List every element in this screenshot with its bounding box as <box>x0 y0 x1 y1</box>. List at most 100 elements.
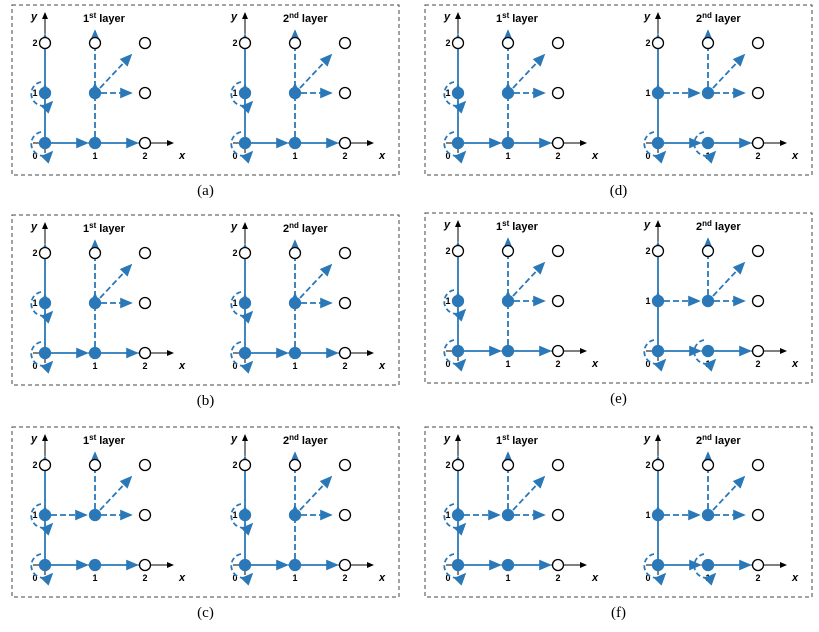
inactive-node <box>551 86 565 100</box>
panel-frame <box>424 4 813 176</box>
active-node <box>501 86 515 100</box>
y-tick-label: 1 <box>645 88 650 98</box>
layer-number: 2 <box>696 435 702 447</box>
y-axis-label: y <box>443 433 451 445</box>
active-node <box>88 296 102 310</box>
active-node <box>38 296 52 310</box>
active-node <box>38 508 52 522</box>
active-node <box>701 86 715 100</box>
panel-frame <box>11 214 400 386</box>
inactive-node <box>551 558 565 572</box>
inactive-node <box>138 346 152 360</box>
layer-number: 1 <box>83 13 89 25</box>
inactive-node <box>288 246 302 260</box>
x-tick-label: 1 <box>505 151 510 161</box>
layer-number: 1 <box>496 13 502 25</box>
edge-arrow <box>299 475 333 511</box>
inactive-node <box>338 458 352 472</box>
x-axis-label: x <box>378 360 386 372</box>
y-tick-label: 1 <box>232 298 237 308</box>
edge-arrow <box>299 263 333 299</box>
inactive-node <box>338 36 352 50</box>
y-axis-label: y <box>230 433 238 445</box>
inactive-node <box>138 458 152 472</box>
inactive-node <box>551 294 565 308</box>
panel-caption: (f) <box>611 605 626 621</box>
inactive-node <box>138 508 152 522</box>
inactive-node <box>501 36 515 50</box>
layer-number: 1 <box>83 223 89 235</box>
active-node <box>451 86 465 100</box>
x-tick-label: 2 <box>342 361 347 371</box>
edge-arrow <box>512 475 546 511</box>
inactive-node <box>751 458 765 472</box>
inactive-node <box>138 558 152 572</box>
y-axis-label: y <box>443 219 451 231</box>
layer-title: 2nd layer <box>696 433 741 447</box>
inactive-node <box>338 136 352 150</box>
active-node <box>651 344 665 358</box>
active-node <box>701 508 715 522</box>
edge-arrow <box>512 261 546 297</box>
edge-arrow <box>712 475 746 511</box>
x-axis-label: x <box>378 572 386 584</box>
active-node <box>651 558 665 572</box>
y-tick-label: 2 <box>32 38 37 48</box>
active-node <box>238 346 252 360</box>
active-node <box>651 86 665 100</box>
inactive-node <box>338 246 352 260</box>
active-node <box>38 86 52 100</box>
inactive-node <box>751 244 765 258</box>
x-axis-label: x <box>591 572 599 584</box>
active-node <box>501 344 515 358</box>
layer-title: 1st layer <box>83 221 126 235</box>
layer-title: 2nd layer <box>283 221 328 235</box>
active-node <box>451 136 465 150</box>
x-tick-label: 1 <box>505 359 510 369</box>
layer-title: 1st layer <box>83 433 126 447</box>
x-tick-label: 1 <box>92 573 97 583</box>
active-node <box>501 136 515 150</box>
x-tick-label: 0 <box>645 359 650 369</box>
inactive-node <box>751 558 765 572</box>
x-tick-label: 1 <box>292 573 297 583</box>
y-axis-label: y <box>30 11 38 23</box>
layer-word: layer <box>715 221 741 233</box>
layer-suffix: st <box>502 433 509 442</box>
layer-suffix: nd <box>702 433 712 442</box>
inactive-node <box>701 244 715 258</box>
x-axis-label: x <box>378 150 386 162</box>
inactive-node <box>551 344 565 358</box>
layer-title: 1st layer <box>496 11 539 25</box>
active-node <box>288 86 302 100</box>
x-tick-label: 2 <box>555 573 560 583</box>
y-tick-label: 2 <box>645 246 650 256</box>
x-axis-label: x <box>791 572 799 584</box>
inactive-node <box>138 86 152 100</box>
y-tick-label: 1 <box>645 296 650 306</box>
layer-word: layer <box>99 13 125 25</box>
y-tick-label: 1 <box>232 510 237 520</box>
panel-caption: (d) <box>610 183 628 199</box>
active-node <box>238 296 252 310</box>
inactive-node <box>451 244 465 258</box>
panel-frame <box>424 426 813 598</box>
layer-number: 2 <box>696 221 702 233</box>
layer-number: 2 <box>696 13 702 25</box>
inactive-node <box>88 458 102 472</box>
x-tick-label: 0 <box>32 573 37 583</box>
y-tick-label: 1 <box>232 88 237 98</box>
x-tick-label: 2 <box>555 151 560 161</box>
inactive-node <box>701 36 715 50</box>
x-axis-label: x <box>591 150 599 162</box>
x-tick-label: 2 <box>142 361 147 371</box>
x-axis-label: x <box>178 150 186 162</box>
y-tick-label: 2 <box>32 460 37 470</box>
layer-suffix: st <box>89 221 96 230</box>
active-node <box>38 558 52 572</box>
edge-arrow <box>99 475 133 511</box>
active-node <box>238 136 252 150</box>
inactive-node <box>651 36 665 50</box>
layer-word: layer <box>99 223 125 235</box>
